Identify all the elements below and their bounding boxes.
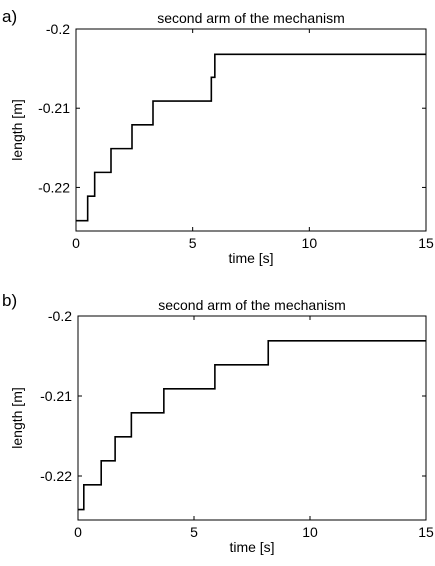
y-tick-label: -0.21 (38, 100, 70, 116)
x-axis-label: time [s] (228, 250, 273, 266)
y-tick-label: -0.21 (40, 388, 72, 404)
x-tick-label: 15 (418, 524, 434, 540)
series-line (78, 340, 426, 511)
y-tick-label: -0.2 (46, 21, 70, 37)
chart-panel-a: a) second arm of the mechanism 0 5 10 15 -0… (2, 7, 434, 266)
y-tick-label: -0.22 (38, 179, 70, 195)
chart-title: second arm of the mechanism (157, 10, 345, 26)
x-tick-label: 10 (302, 524, 318, 540)
y-tick-label: -0.22 (40, 468, 72, 484)
y-axis-label: length [m] (9, 387, 25, 448)
x-tick-label: 5 (190, 524, 198, 540)
panel-label: b) (2, 291, 17, 310)
x-tick-label: 5 (189, 235, 197, 251)
series-line (76, 53, 426, 222)
panel-label: a) (2, 7, 17, 26)
x-axis-label: time [s] (229, 539, 274, 555)
x-tick-label: 10 (302, 235, 318, 251)
x-tick-label: 0 (72, 235, 80, 251)
chart-title: second arm of the mechanism (158, 297, 346, 313)
x-tick-label: 15 (418, 235, 434, 251)
y-axis-label: length [m] (9, 99, 25, 160)
chart-panel-b: b) second arm of the mechanism 0 5 10 15 -0… (2, 291, 434, 555)
plot-frame (75, 28, 427, 232)
y-tick-label: -0.2 (48, 308, 72, 324)
x-tick-label: 0 (74, 524, 82, 540)
plot-frame (77, 315, 427, 521)
